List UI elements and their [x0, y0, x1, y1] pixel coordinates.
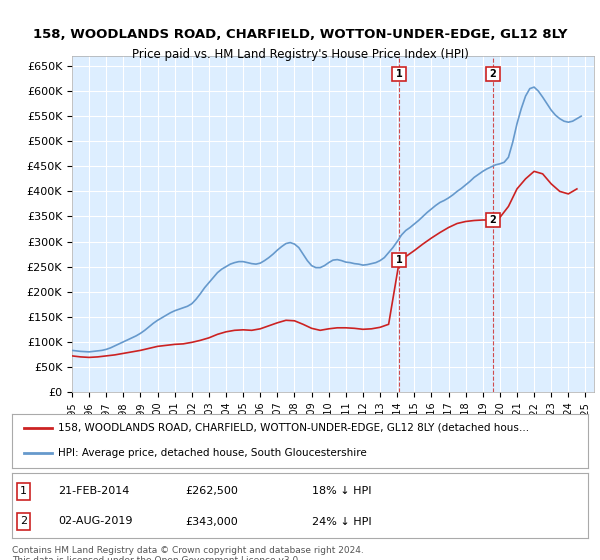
Text: 1: 1 — [396, 255, 403, 265]
Text: Contains HM Land Registry data © Crown copyright and database right 2024.
This d: Contains HM Land Registry data © Crown c… — [12, 546, 364, 560]
Text: 1: 1 — [20, 486, 27, 496]
Text: 18% ↓ HPI: 18% ↓ HPI — [311, 486, 371, 496]
Text: 24% ↓ HPI: 24% ↓ HPI — [311, 516, 371, 526]
Text: 21-FEB-2014: 21-FEB-2014 — [58, 486, 130, 496]
Text: £262,500: £262,500 — [185, 486, 238, 496]
Text: 158, WOODLANDS ROAD, CHARFIELD, WOTTON-UNDER-EDGE, GL12 8LY (detached hous…: 158, WOODLANDS ROAD, CHARFIELD, WOTTON-U… — [58, 423, 529, 433]
Text: 02-AUG-2019: 02-AUG-2019 — [58, 516, 133, 526]
Text: 2: 2 — [490, 215, 496, 225]
Text: 158, WOODLANDS ROAD, CHARFIELD, WOTTON-UNDER-EDGE, GL12 8LY: 158, WOODLANDS ROAD, CHARFIELD, WOTTON-U… — [33, 28, 567, 41]
Text: HPI: Average price, detached house, South Gloucestershire: HPI: Average price, detached house, Sout… — [58, 447, 367, 458]
Text: 1: 1 — [396, 68, 403, 78]
Text: £343,000: £343,000 — [185, 516, 238, 526]
Text: 2: 2 — [20, 516, 27, 526]
Text: Price paid vs. HM Land Registry's House Price Index (HPI): Price paid vs. HM Land Registry's House … — [131, 48, 469, 60]
Text: 2: 2 — [490, 68, 496, 78]
